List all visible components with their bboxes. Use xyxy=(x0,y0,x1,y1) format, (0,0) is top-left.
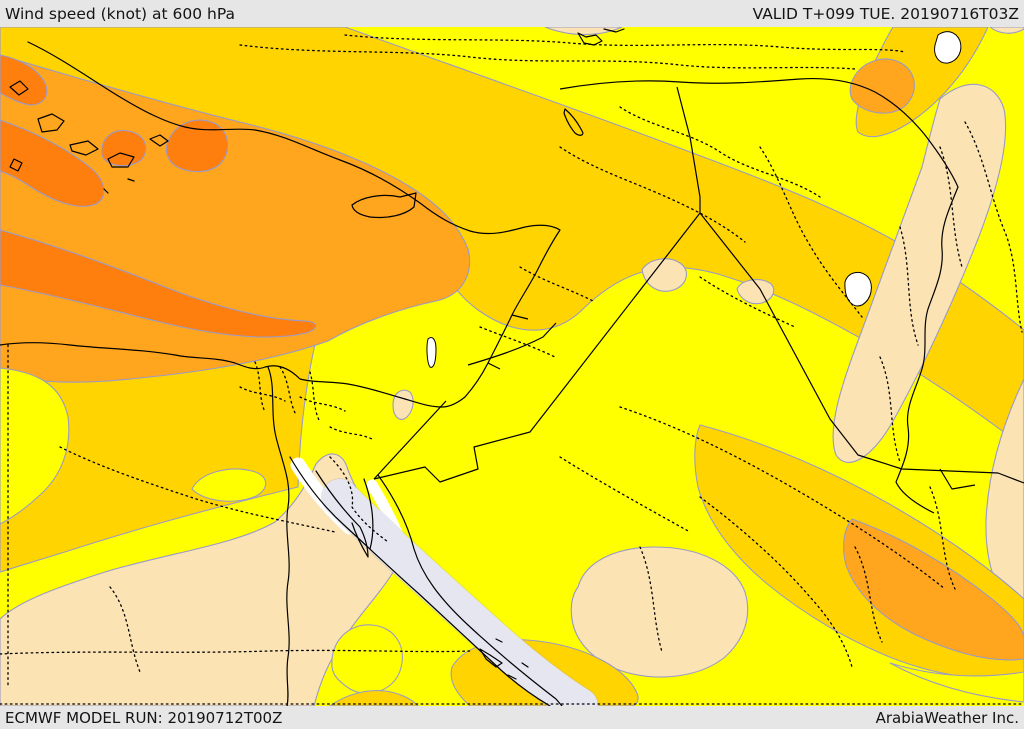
contour-region-yellow-pocket-west xyxy=(0,367,70,525)
coastline-aegean-islands xyxy=(9,80,169,194)
contour-region-yellow-wedge-corner xyxy=(889,662,1024,703)
river-nile xyxy=(267,366,290,706)
contour-region-cream-saudi-blob xyxy=(570,546,749,678)
contour-region-gold-bottom-edge xyxy=(329,690,419,706)
contour-region-deep-orange-band xyxy=(0,119,105,207)
header-bar: Wind speed (knot) at 600 hPa VALID T+099… xyxy=(0,0,1024,27)
contour-region-orange-saudi-core xyxy=(843,518,1024,661)
coastline-cyprus xyxy=(351,192,417,219)
contour-region-cream-east-jordan xyxy=(641,258,687,292)
coastline-sinai xyxy=(315,470,374,558)
branding-label: ArabiaWeather Inc. xyxy=(875,708,1019,727)
contour-region-cream-top-right xyxy=(989,27,1024,34)
country-border-jordan-syria xyxy=(467,322,557,366)
contour-region-yellow-patch-egypt xyxy=(191,468,267,502)
country-border-lebanon xyxy=(487,314,529,370)
country-border-syria-iraq xyxy=(676,86,701,213)
lake-assad-outline xyxy=(563,108,584,136)
model-run-label: ECMWF MODEL RUN: 20190712T00Z xyxy=(5,708,283,727)
contour-region-white-red-sea xyxy=(290,457,599,706)
contour-region-deep-orange-blob-large xyxy=(165,119,229,173)
coastline-red-sea-east xyxy=(377,474,563,706)
admin-boundaries-dotted xyxy=(0,34,1024,705)
contour-region-cream-top-edge xyxy=(544,27,623,36)
country-border-jordan-saudi-iraq xyxy=(373,212,1024,484)
coastline-red-sea-west xyxy=(289,456,551,706)
contour-region-cream-egypt-sinai xyxy=(0,453,396,706)
coastline-farasan-islands xyxy=(479,638,529,680)
map-canvas xyxy=(0,27,1024,706)
contour-region-orange-northeast-spot xyxy=(849,58,915,114)
valid-time-label: VALID T+099 TUE. 20190716T03Z xyxy=(752,4,1019,23)
footer-bar: ECMWF MODEL RUN: 20190712T00Z ArabiaWeat… xyxy=(0,706,1024,729)
map-title: Wind speed (knot) at 600 hPa xyxy=(5,4,236,23)
contour-region-deep-orange-tongue xyxy=(0,229,317,338)
contour-region-deep-orange-corner xyxy=(0,54,48,106)
dead-sea xyxy=(426,336,437,368)
contour-region-yellow-patch-upper-egypt xyxy=(331,624,403,694)
country-border-turkey-syria-iraq-iran xyxy=(559,77,959,514)
contour-region-cream-zagros-band xyxy=(832,83,1007,463)
wind-speed-contour-map xyxy=(0,27,1024,706)
country-border-egypt-israel xyxy=(373,400,447,480)
lake-van-outline xyxy=(577,28,625,46)
lake-urmia xyxy=(934,31,962,64)
coastline-turkey-levant-egypt xyxy=(0,41,561,408)
country-border-kuwait xyxy=(939,468,976,490)
